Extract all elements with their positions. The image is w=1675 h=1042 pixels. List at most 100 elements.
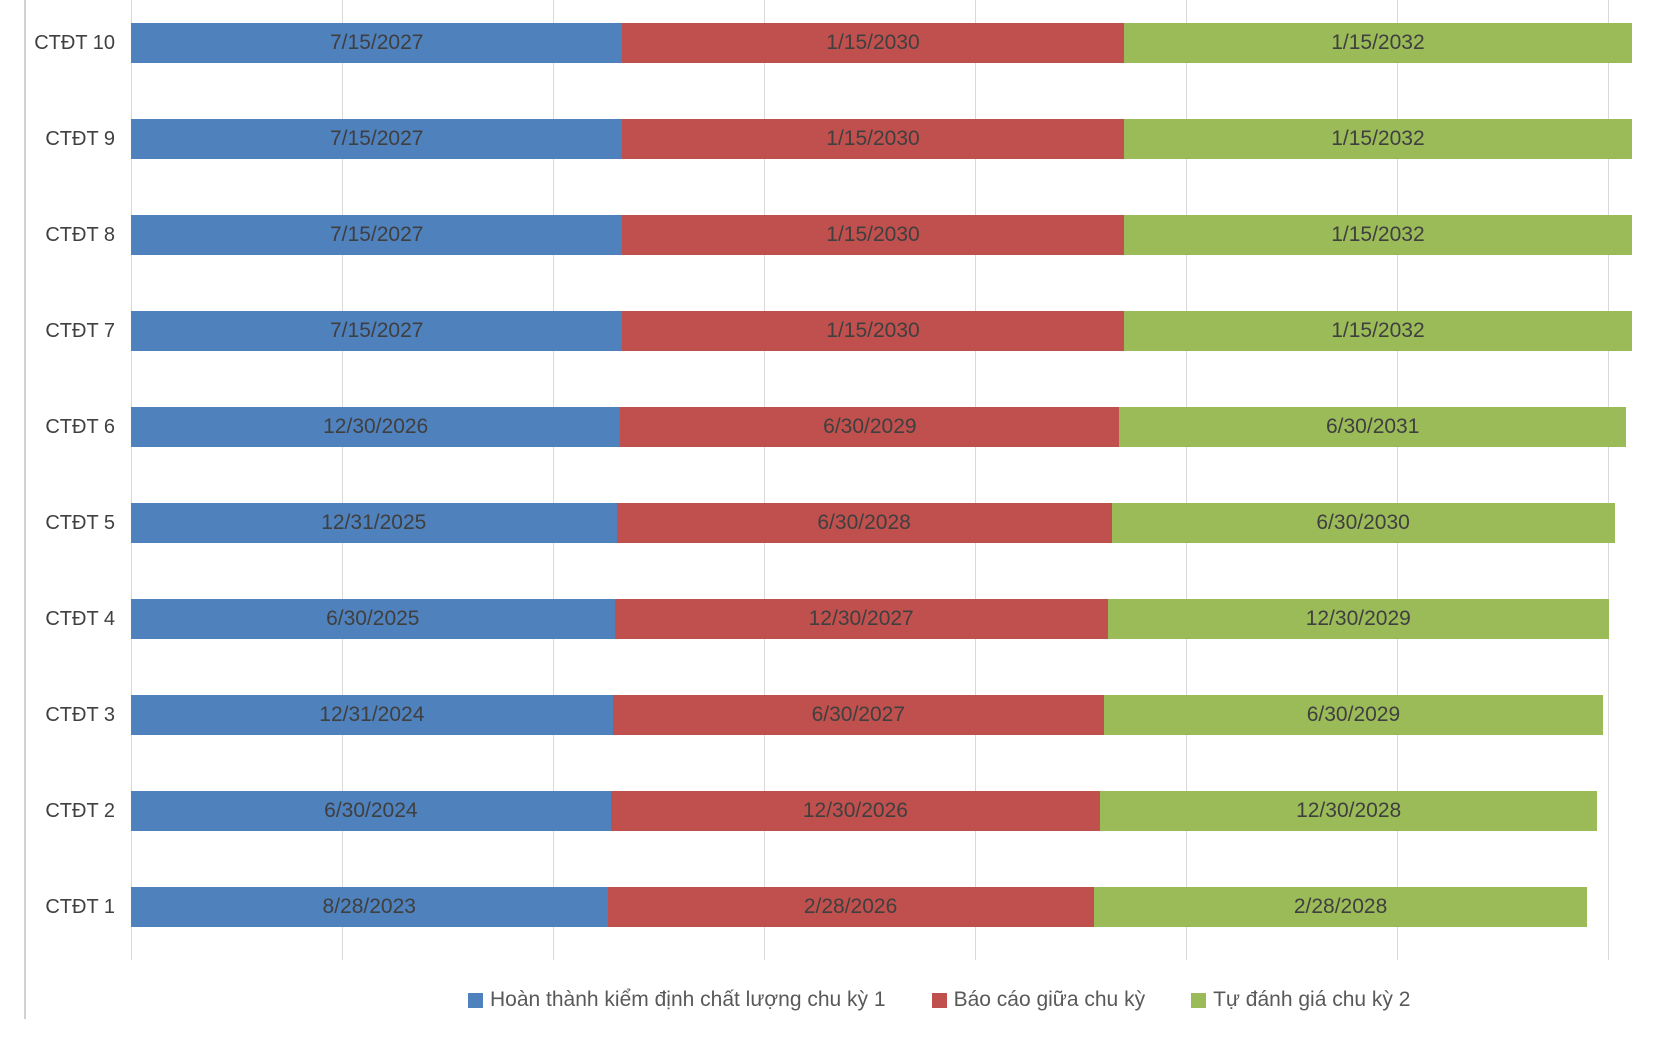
axis-tick-mark	[1397, 932, 1398, 960]
bar-row-ctđt-3: 12/31/2024 6/30/2027 6/30/2029	[131, 695, 1603, 735]
axis-tick-mark	[342, 932, 343, 960]
legend-swatch-icon	[931, 992, 947, 1008]
data-label-phase2-ctđt-5: 6/30/2028	[817, 511, 911, 534]
axis-tick-mark	[764, 932, 765, 960]
data-label-phase2-ctđt-10: 1/15/2030	[826, 31, 920, 54]
data-label-phase1-ctđt-2: 6/30/2024	[324, 799, 418, 822]
legend-item-label: Hoàn thành kiểm định chất lượng chu kỳ 1	[490, 988, 886, 1011]
segment-phase1-ctđt-6[interactable]: 12/30/2026	[131, 407, 621, 447]
segment-phase2-ctđt-7[interactable]: 1/15/2030	[622, 311, 1124, 351]
chart-area-left-border	[24, 0, 26, 1019]
segment-phase3-ctđt-1[interactable]: 2/28/2028	[1093, 887, 1588, 927]
segment-phase1-ctđt-9[interactable]: 7/15/2027	[131, 119, 623, 159]
segment-phase2-ctđt-10[interactable]: 1/15/2030	[622, 23, 1124, 63]
segment-phase3-ctđt-7[interactable]: 1/15/2032	[1123, 311, 1633, 351]
segment-phase2-ctđt-1[interactable]: 2/28/2026	[607, 887, 1094, 927]
bar-row-ctđt-10: 7/15/2027 1/15/2030 1/15/2032	[131, 23, 1633, 63]
data-label-phase1-ctđt-5: 12/31/2025	[321, 511, 427, 534]
axis-tick-mark	[1608, 932, 1609, 960]
segment-phase1-ctđt-7[interactable]: 7/15/2027	[131, 311, 623, 351]
category-label-ctđt-3: CTĐT 3	[45, 704, 115, 726]
category-label-ctđt-2: CTĐT 2	[45, 800, 115, 822]
data-label-phase3-ctđt-6: 6/30/2031	[1325, 415, 1420, 438]
segment-phase3-ctđt-6[interactable]: 6/30/2031	[1119, 407, 1627, 447]
segment-phase3-ctđt-9[interactable]: 1/15/2032	[1123, 119, 1633, 159]
chart-legend: Hoàn thành kiểm định chất lượng chu kỳ 1…	[468, 988, 1410, 1012]
segment-phase1-ctđt-10[interactable]: 7/15/2027	[131, 23, 623, 63]
segment-phase3-ctđt-3[interactable]: 6/30/2029	[1103, 695, 1603, 735]
segment-phase2-ctđt-5[interactable]: 6/30/2028	[616, 503, 1112, 543]
segment-phase2-ctđt-9[interactable]: 1/15/2030	[622, 119, 1124, 159]
segment-phase2-ctđt-2[interactable]: 12/30/2026	[610, 791, 1101, 831]
bar-row-ctđt-8: 7/15/2027 1/15/2030 1/15/2032	[131, 215, 1633, 255]
legend-item-1[interactable]: Hoàn thành kiểm định chất lượng chu kỳ 1	[468, 988, 886, 1012]
segment-phase3-ctđt-2[interactable]: 12/30/2028	[1100, 791, 1598, 831]
segment-phase2-ctđt-4[interactable]: 12/30/2027	[614, 599, 1108, 639]
bar-row-ctđt-7: 7/15/2027 1/15/2030 1/15/2032	[131, 311, 1633, 351]
segment-phase1-ctđt-1[interactable]: 8/28/2023	[131, 887, 608, 927]
data-label-phase2-ctđt-8: 1/15/2030	[826, 223, 920, 246]
bar-row-ctđt-4: 6/30/2025 12/30/2027 12/30/2029	[131, 599, 1609, 639]
category-label-ctđt-9: CTĐT 9	[45, 128, 115, 150]
bar-row-ctđt-2: 6/30/2024 12/30/2026 12/30/2028	[131, 791, 1598, 831]
legend-item-3[interactable]: Tự đánh giá chu kỳ 2	[1191, 988, 1410, 1012]
category-label-ctđt-5: CTĐT 5	[45, 512, 115, 534]
data-label-phase3-ctđt-7: 1/15/2032	[1331, 319, 1425, 342]
data-label-phase2-ctđt-7: 1/15/2030	[826, 319, 920, 342]
major-gridline	[1397, 0, 1398, 932]
data-label-phase1-ctđt-3: 12/31/2024	[319, 703, 425, 726]
major-gridline	[1608, 0, 1609, 932]
segment-phase1-ctđt-8[interactable]: 7/15/2027	[131, 215, 623, 255]
category-label-ctđt-8: CTĐT 8	[45, 224, 115, 246]
data-label-phase3-ctđt-9: 1/15/2032	[1331, 127, 1425, 150]
segment-phase2-ctđt-8[interactable]: 1/15/2030	[622, 215, 1124, 255]
legend-item-2[interactable]: Báo cáo giữa chu kỳ	[931, 988, 1145, 1012]
segment-phase2-ctđt-6[interactable]: 6/30/2029	[620, 407, 1120, 447]
data-label-phase2-ctđt-1: 2/28/2026	[803, 895, 898, 918]
data-label-phase3-ctđt-1: 2/28/2028	[1293, 895, 1388, 918]
category-label-ctđt-10: CTĐT 10	[34, 32, 115, 54]
segment-phase3-ctđt-5[interactable]: 6/30/2030	[1111, 503, 1615, 543]
segment-phase1-ctđt-2[interactable]: 6/30/2024	[131, 791, 611, 831]
segment-phase2-ctđt-3[interactable]: 6/30/2027	[612, 695, 1104, 735]
major-gridline	[1186, 0, 1187, 932]
data-label-phase1-ctđt-1: 8/28/2023	[322, 895, 416, 918]
bar-row-ctđt-9: 7/15/2027 1/15/2030 1/15/2032	[131, 119, 1633, 159]
category-label-ctđt-4: CTĐT 4	[45, 608, 115, 630]
legend-item-label: Tự đánh giá chu kỳ 2	[1213, 988, 1411, 1011]
data-label-phase2-ctđt-3: 6/30/2027	[811, 703, 906, 726]
bar-row-ctđt-6: 12/30/2026 6/30/2029 6/30/2031	[131, 407, 1627, 447]
segment-phase1-ctđt-4[interactable]: 6/30/2025	[131, 599, 615, 639]
category-label-ctđt-6: CTĐT 6	[45, 416, 115, 438]
data-label-phase1-ctđt-8: 7/15/2027	[330, 223, 424, 246]
major-gridline	[342, 0, 343, 932]
data-label-phase2-ctđt-4: 12/30/2027	[808, 607, 914, 630]
category-label-ctđt-7: CTĐT 7	[45, 320, 115, 342]
data-label-phase3-ctđt-10: 1/15/2032	[1331, 31, 1425, 54]
data-label-phase3-ctđt-3: 6/30/2029	[1306, 703, 1401, 726]
category-label-ctđt-1: CTĐT 1	[45, 896, 115, 918]
segment-phase3-ctđt-8[interactable]: 1/15/2032	[1123, 215, 1633, 255]
data-label-phase3-ctđt-2: 12/30/2028	[1296, 799, 1402, 822]
legend-swatch-icon	[468, 992, 483, 1008]
data-label-phase3-ctđt-4: 12/30/2029	[1305, 607, 1411, 630]
bar-row-ctđt-5: 12/31/2025 6/30/2028 6/30/2030	[131, 503, 1615, 543]
major-gridline	[764, 0, 765, 932]
segment-phase1-ctđt-5[interactable]: 12/31/2025	[131, 503, 617, 543]
data-label-phase2-ctđt-9: 1/15/2030	[826, 127, 920, 150]
data-label-phase3-ctđt-8: 1/15/2032	[1331, 223, 1425, 246]
segment-phase3-ctđt-10[interactable]: 1/15/2032	[1123, 23, 1633, 63]
segment-phase3-ctđt-4[interactable]: 12/30/2029	[1107, 599, 1609, 639]
axis-tick-mark	[553, 932, 554, 960]
data-label-phase3-ctđt-5: 6/30/2030	[1316, 511, 1410, 534]
category-axis-line	[131, 0, 132, 932]
bar-row-ctđt-1: 8/28/2023 2/28/2026 2/28/2028	[131, 887, 1588, 927]
axis-tick-mark	[1186, 932, 1187, 960]
data-label-phase2-ctđt-6: 6/30/2029	[823, 415, 917, 438]
data-label-phase1-ctđt-4: 6/30/2025	[326, 607, 420, 630]
axis-tick-mark	[131, 932, 132, 960]
data-label-phase2-ctđt-2: 12/30/2026	[802, 799, 908, 822]
segment-phase1-ctđt-3[interactable]: 12/31/2024	[131, 695, 613, 735]
major-gridline	[553, 0, 554, 932]
